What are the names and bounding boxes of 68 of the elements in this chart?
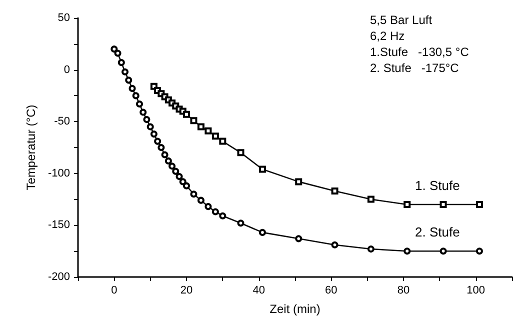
- series-label: 1. Stufe: [415, 178, 460, 193]
- point: [295, 235, 302, 242]
- point: [367, 246, 374, 253]
- annotation: 6,2 Hz: [370, 29, 405, 43]
- point: [219, 212, 226, 220]
- point: [204, 127, 212, 134]
- x-tick-label: 20: [180, 284, 193, 296]
- point: [128, 84, 136, 92]
- series-label: 2. Stufe: [415, 224, 460, 240]
- point: [440, 248, 447, 255]
- point: [183, 182, 190, 190]
- point: [367, 196, 374, 203]
- point: [183, 110, 190, 118]
- point: [212, 208, 219, 216]
- point: [143, 116, 150, 124]
- point: [190, 190, 198, 198]
- x-tick-label: 0: [111, 284, 118, 296]
- point: [110, 46, 118, 53]
- y-tick-label: -200: [48, 271, 70, 283]
- point: [440, 200, 447, 208]
- point: [476, 200, 483, 208]
- y-tick-label: 50: [58, 12, 70, 24]
- point: [219, 138, 226, 145]
- point: [158, 144, 165, 151]
- x-tick-label: 100: [466, 284, 486, 296]
- point: [204, 203, 212, 210]
- point: [476, 248, 483, 255]
- x-tick-label: 60: [325, 284, 338, 296]
- point: [258, 166, 266, 173]
- point: [197, 123, 204, 130]
- annotation: 5,5 Bar Luft: [370, 13, 433, 27]
- point: [118, 59, 125, 66]
- annotation: 1.Stufe -130,5 °C: [370, 45, 470, 59]
- x-tick-label: 80: [397, 284, 410, 296]
- point: [331, 188, 338, 195]
- y-axis-title: Temperatur (°C): [24, 104, 38, 190]
- point: [122, 68, 129, 76]
- point: [404, 248, 411, 255]
- point: [176, 173, 183, 180]
- x-tick-label: 40: [252, 284, 265, 296]
- point: [161, 151, 168, 158]
- point: [212, 132, 219, 140]
- point: [136, 100, 143, 108]
- point: [237, 220, 244, 227]
- point: [164, 157, 172, 164]
- annotation: 2. Stufe -175°C: [370, 61, 460, 75]
- point: [168, 162, 176, 170]
- y-tick-label: -100: [48, 167, 70, 180]
- x-axis-title: Zeit (min): [270, 302, 320, 316]
- y-tick-label: 0: [64, 64, 70, 76]
- y-tick-label: -50: [54, 116, 70, 128]
- point: [404, 200, 411, 208]
- point: [258, 228, 266, 236]
- point: [197, 196, 204, 204]
- point: [190, 117, 198, 124]
- point: [295, 178, 302, 186]
- point: [154, 138, 162, 145]
- point: [125, 76, 132, 84]
- point: [140, 108, 147, 116]
- point: [150, 130, 158, 138]
- point: [146, 123, 154, 130]
- point: [331, 241, 338, 248]
- point: [114, 50, 122, 57]
- y-tick-label: -150: [48, 219, 70, 232]
- point: [132, 92, 140, 100]
- point: [179, 178, 186, 186]
- point: [237, 149, 244, 156]
- point: [172, 168, 180, 175]
